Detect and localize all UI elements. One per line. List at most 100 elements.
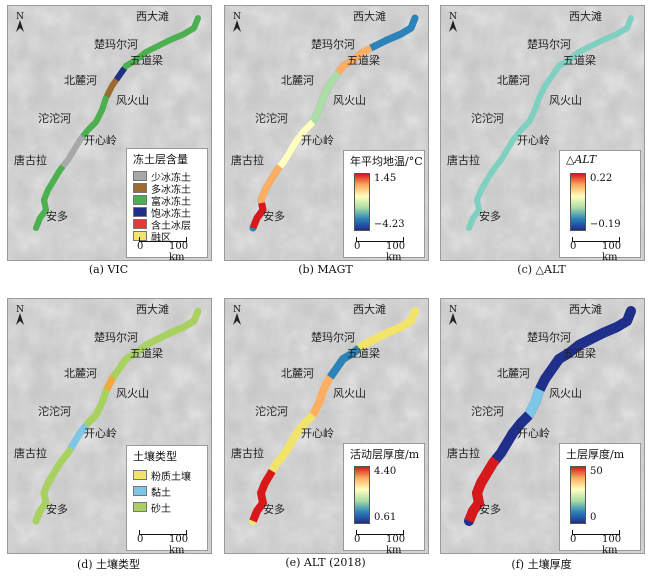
- corridor-segment: [249, 16, 419, 230]
- ramp-min-label: 0: [590, 512, 597, 523]
- place-label-beiluhe: 北麓河: [281, 74, 314, 87]
- place-label-wudaoliang: 五道梁: [347, 54, 380, 67]
- ramp-max-label: 1.45: [374, 173, 397, 184]
- panel-caption: (b) MAGT: [298, 263, 353, 276]
- legend-title: 年平均地温/°C: [350, 155, 423, 168]
- place-label-anduo: 安多: [46, 210, 68, 223]
- place-label-tanggula: 唐古拉: [14, 154, 47, 167]
- legend-swatch: [133, 207, 147, 217]
- scale-bar: 0 100 km: [137, 237, 201, 260]
- place-label-xidatan: 西大滩: [569, 303, 602, 316]
- legend-entry: 含土冰层: [127, 218, 207, 232]
- map-legend: △ALT 0.22 −0.19 0 100 km: [559, 150, 641, 261]
- scale-distance: 100 km: [602, 534, 622, 554]
- place-label-kaixinling: 开心岭: [517, 134, 550, 147]
- ramp-min-label: −0.19: [590, 219, 621, 230]
- place-label-wudaoliang: 五道梁: [563, 54, 596, 67]
- svg-text:N: N: [449, 12, 457, 22]
- legend-label: 少冰冻土: [151, 172, 191, 184]
- legend-swatch: [133, 486, 147, 496]
- place-label-chumaerhe: 楚玛尔河: [94, 38, 138, 51]
- place-label-anduo: 安多: [479, 210, 501, 223]
- place-label-chumaerhe: 楚玛尔河: [94, 331, 138, 344]
- map-legend: 年平均地温/°C 1.45 −4.23 0 100 km: [343, 150, 425, 261]
- panel-caption: (d) 土壤类型: [76, 558, 141, 571]
- corridor-segment: [33, 16, 201, 230]
- terrain-map: [8, 6, 211, 260]
- place-label-fenghuoshan: 风火山: [549, 387, 582, 400]
- north-arrow-icon: N: [12, 303, 28, 327]
- panel-caption: (e) ALT (2018): [285, 556, 366, 569]
- place-label-kaixinling: 开心岭: [301, 427, 334, 440]
- ramp-min-label: −4.23: [374, 219, 405, 230]
- svg-text:N: N: [233, 305, 241, 315]
- legend-label: 饱冰冻土: [151, 208, 191, 220]
- legend-entry: 少冰冻土: [127, 170, 207, 184]
- legend-label: 粉质土壤: [151, 471, 191, 483]
- place-label-beiluhe: 北麓河: [281, 367, 314, 380]
- legend-swatch: [133, 195, 147, 205]
- place-label-fenghuoshan: 风火山: [333, 94, 366, 107]
- map-panel-1: N 西大滩 楚玛尔河 五道梁 北麓河 风火山 沱沱河 开心岭 唐古拉 安多 冻土层含量 少冰冻土 多冰冻…: [7, 5, 212, 261]
- corridor-segment: [249, 309, 419, 523]
- place-label-chumaerhe: 楚玛尔河: [527, 331, 571, 344]
- legend-entry: 多冰冻土: [127, 182, 207, 196]
- scale-distance: 100 km: [602, 241, 622, 261]
- map-panel-4: N 西大滩 楚玛尔河 五道梁 北麓河 风火山 沱沱河 开心岭 唐古拉 安多 土壤类型 粉质土壤 黏土 砂土…: [7, 298, 212, 554]
- place-label-wudaoliang: 五道梁: [563, 347, 596, 360]
- place-label-wudaoliang: 五道梁: [347, 347, 380, 360]
- legend-label: 含土冰层: [151, 220, 191, 232]
- corridor-segment: [33, 16, 201, 230]
- legend-title: 土层厚度/m: [566, 448, 625, 461]
- svg-text:N: N: [233, 12, 241, 22]
- legend-swatch: [133, 183, 147, 193]
- ramp-max-label: 50: [590, 466, 603, 477]
- place-label-xidatan: 西大滩: [569, 10, 602, 23]
- place-label-xidatan: 西大滩: [353, 303, 386, 316]
- place-label-beiluhe: 北麓河: [497, 74, 530, 87]
- ramp-max-label: 0.22: [590, 173, 613, 184]
- map-panel-5: N 西大滩 楚玛尔河 五道梁 北麓河 风火山 沱沱河 开心岭 唐古拉 安多 活动层厚度/m 4.40 0…: [224, 298, 429, 554]
- place-label-tuotuohe: 沱沱河: [38, 405, 71, 418]
- corridor-segment: [249, 309, 419, 523]
- place-label-wudaoliang: 五道梁: [130, 54, 163, 67]
- legend-entry: 富冰冻土: [127, 194, 207, 208]
- place-label-tanggula: 唐古拉: [447, 447, 480, 460]
- legend-title: △ALT: [566, 153, 597, 166]
- place-label-fenghuoshan: 风火山: [116, 387, 149, 400]
- legend-entry: 融区: [127, 230, 207, 244]
- place-label-anduo: 安多: [479, 503, 501, 516]
- place-label-anduo: 安多: [263, 210, 285, 223]
- legend-entry: 黏土: [127, 483, 207, 499]
- panel-caption: (a) VIC: [88, 263, 129, 276]
- color-ramp: [354, 466, 370, 524]
- legend-entry: 砂土: [127, 499, 207, 515]
- scale-zero: 0: [570, 241, 577, 252]
- svg-text:N: N: [16, 12, 24, 22]
- legend-label: 富冰冻土: [151, 196, 191, 208]
- place-label-tanggula: 唐古拉: [14, 447, 47, 460]
- corridor-segment: [249, 16, 419, 230]
- legend-swatch: [133, 219, 147, 229]
- place-label-fenghuoshan: 风火山: [549, 94, 582, 107]
- scale-distance: 100 km: [386, 534, 406, 554]
- corridor-segment: [33, 16, 201, 230]
- scale-distance: 100 km: [169, 534, 189, 554]
- svg-text:N: N: [16, 305, 24, 315]
- legend-entry: 粉质土壤: [127, 467, 207, 483]
- north-arrow-icon: N: [445, 303, 461, 327]
- north-arrow-icon: N: [229, 10, 245, 34]
- scale-bar: 0 100 km: [137, 530, 201, 553]
- scale-zero: 0: [137, 534, 144, 545]
- road-corridor: [466, 15, 634, 231]
- corridor-segment: [464, 309, 636, 523]
- north-arrow-icon: N: [445, 10, 461, 34]
- place-label-tuotuohe: 沱沱河: [471, 405, 504, 418]
- legend-label: 砂土: [151, 503, 171, 515]
- corridor-segment: [32, 309, 202, 523]
- color-ramp: [570, 173, 586, 231]
- scale-distance: 100 km: [386, 241, 406, 261]
- place-label-beiluhe: 北麓河: [497, 367, 530, 380]
- panel-caption: (f) 土壤厚度: [511, 558, 572, 571]
- place-label-chumaerhe: 楚玛尔河: [311, 38, 355, 51]
